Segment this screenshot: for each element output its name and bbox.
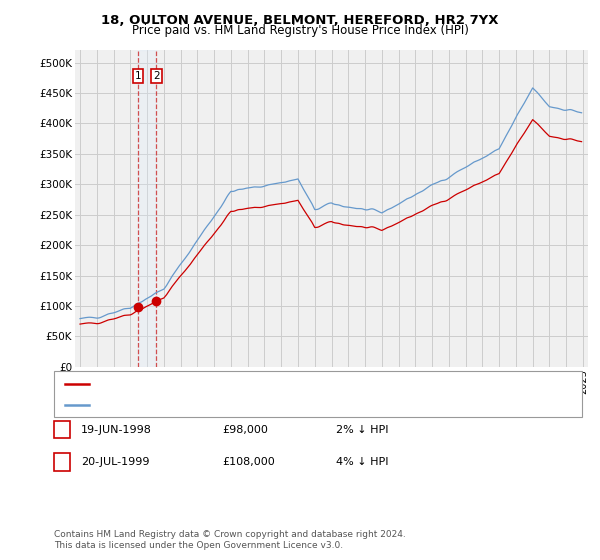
Text: 4% ↓ HPI: 4% ↓ HPI (336, 457, 389, 467)
Text: 2: 2 (58, 457, 65, 467)
Text: 1: 1 (58, 424, 65, 435)
Text: 18, OULTON AVENUE, BELMONT, HEREFORD, HR2 7YX (detached house): 18, OULTON AVENUE, BELMONT, HEREFORD, HR… (95, 379, 469, 389)
Text: Price paid vs. HM Land Registry's House Price Index (HPI): Price paid vs. HM Land Registry's House … (131, 24, 469, 37)
Text: This data is licensed under the Open Government Licence v3.0.: This data is licensed under the Open Gov… (54, 541, 343, 550)
Text: £108,000: £108,000 (222, 457, 275, 467)
Text: 18, OULTON AVENUE, BELMONT, HEREFORD, HR2 7YX: 18, OULTON AVENUE, BELMONT, HEREFORD, HR… (101, 14, 499, 27)
Text: 19-JUN-1998: 19-JUN-1998 (81, 424, 152, 435)
Text: 1: 1 (135, 71, 142, 81)
Text: £98,000: £98,000 (222, 424, 268, 435)
Text: Contains HM Land Registry data © Crown copyright and database right 2024.: Contains HM Land Registry data © Crown c… (54, 530, 406, 539)
Text: 2: 2 (153, 71, 160, 81)
Text: 2% ↓ HPI: 2% ↓ HPI (336, 424, 389, 435)
Text: 20-JUL-1999: 20-JUL-1999 (81, 457, 149, 467)
Bar (138, 50, 156, 367)
Text: HPI: Average price, detached house, Herefordshire: HPI: Average price, detached house, Here… (95, 400, 359, 410)
